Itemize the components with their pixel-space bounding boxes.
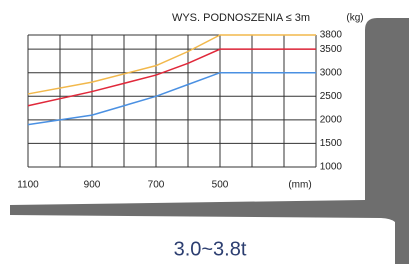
y-tick-label: 3500 bbox=[320, 44, 343, 55]
chart-title: WYS. PODNOSZENIA ≤ 3m bbox=[172, 12, 310, 24]
fork-shape bbox=[10, 18, 409, 264]
y-tick-label: 3800 bbox=[320, 30, 343, 41]
y-axis-label: (kg) bbox=[346, 13, 363, 24]
series-line bbox=[28, 73, 316, 125]
y-tick-label: 1000 bbox=[320, 162, 343, 173]
y-tick-label: 1500 bbox=[320, 138, 343, 149]
y-tick-label: 3000 bbox=[320, 67, 343, 78]
caption: 3.0~3.8t bbox=[174, 238, 247, 260]
series-line bbox=[28, 49, 316, 106]
y-tick-label: 2500 bbox=[320, 91, 343, 102]
y-tick-label: 2000 bbox=[320, 114, 343, 125]
series-line bbox=[28, 35, 316, 94]
x-tick-label: 900 bbox=[84, 180, 101, 191]
x-tick-label: 500 bbox=[212, 180, 229, 191]
x-tick-label: 1100 bbox=[17, 180, 39, 191]
x-axis-label: (mm) bbox=[288, 180, 311, 191]
chart: WYS. PODNOSZENIA ≤ 3m (kg) (mm) 3.0~3.8t… bbox=[0, 0, 409, 264]
x-tick-label: 700 bbox=[148, 180, 165, 191]
